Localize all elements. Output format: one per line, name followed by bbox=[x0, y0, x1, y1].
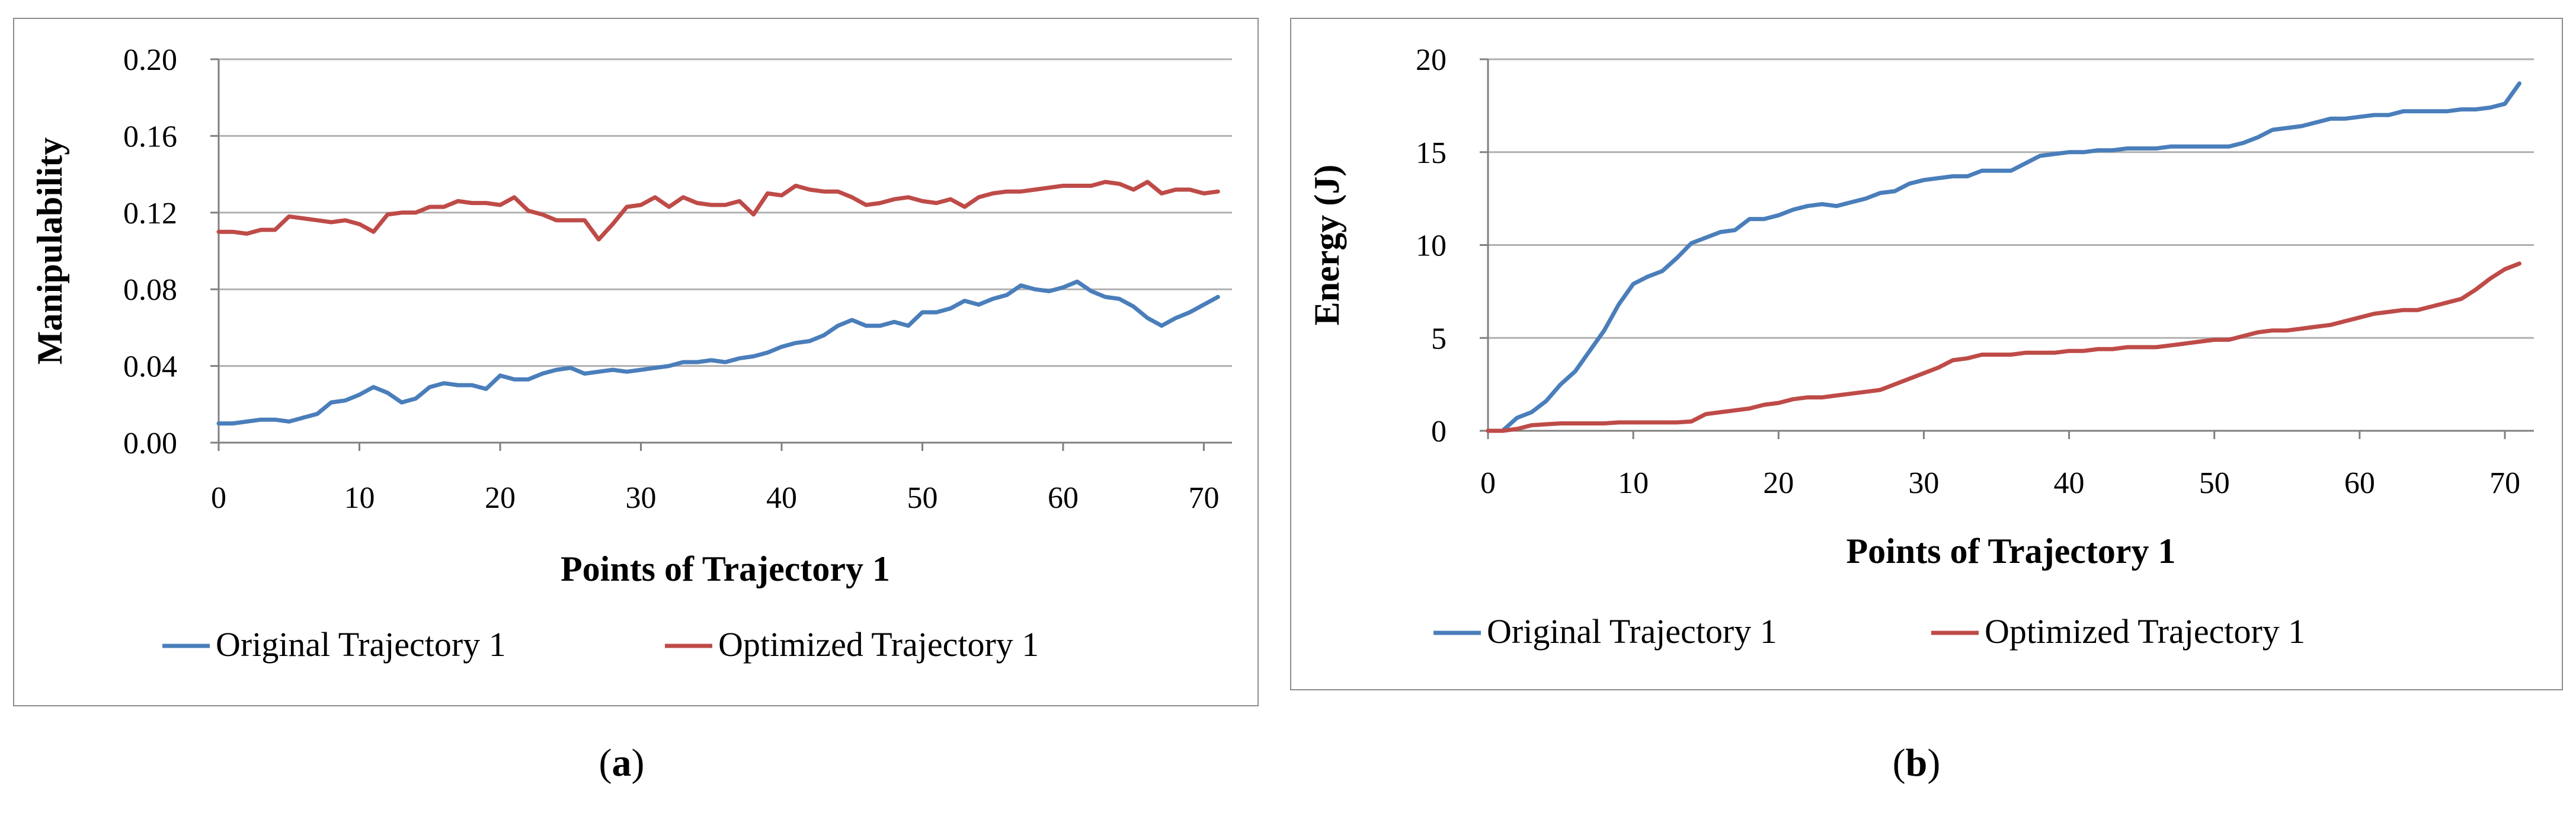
caption-b-letter: b bbox=[1905, 741, 1928, 785]
chart-a-x-tick-label: 10 bbox=[344, 481, 375, 515]
chart-b-x-axis-title: Points of Trajectory 1 bbox=[1847, 532, 2176, 571]
chart-b-x-tick-label: 0 bbox=[1480, 466, 1496, 500]
chart-b-x-tick-label: 50 bbox=[2199, 466, 2230, 500]
chart-a-x-tick-label: 60 bbox=[1048, 481, 1079, 515]
chart-b-series-line-optimized bbox=[1486, 261, 2521, 433]
caption-a-letter: a bbox=[612, 741, 632, 785]
chart-b-series-line-original bbox=[1486, 81, 2521, 433]
chart-b-x-tick-label: 20 bbox=[1763, 466, 1794, 500]
chart-a-x-tick-label: 30 bbox=[626, 481, 657, 515]
chart-panel-a: 0.00 0.04 0.08 0.12 0.16 0.20 0 10 20 30 40 50 60 70 P… bbox=[13, 18, 1259, 706]
chart-a-series-line-optimized bbox=[216, 180, 1220, 242]
chart-b-x-tick-label: 30 bbox=[1908, 466, 1939, 500]
chart-b-y-tick-label: 15 bbox=[1416, 136, 1447, 170]
chart-a-svg: 0.00 0.04 0.08 0.12 0.16 0.20 0 10 20 30 40 50 60 70 P… bbox=[30, 43, 1232, 664]
chart-a-y-tick-label: 0.20 bbox=[123, 43, 177, 77]
chart-a-y-tick-label: 0.16 bbox=[123, 120, 177, 153]
caption-a: (a) bbox=[599, 741, 645, 785]
chart-a-y-tick-label: 0.04 bbox=[123, 350, 177, 384]
chart-b-x-tick-label: 70 bbox=[2489, 466, 2520, 500]
chart-b-legend-label-optimized: Optimized Trajectory 1 bbox=[1985, 612, 2305, 651]
chart-b-svg: 0 5 10 15 20 0 10 20 30 40 50 60 70 Points of Traject… bbox=[1307, 43, 2534, 651]
chart-a-y-tick-label: 0.00 bbox=[123, 427, 177, 460]
chart-a-x-tick-label: 50 bbox=[907, 481, 938, 515]
chart-panel-b: 0 5 10 15 20 0 10 20 30 40 50 60 70 Points of Traject… bbox=[1290, 18, 2563, 690]
chart-b-y-tick-label: 10 bbox=[1416, 229, 1447, 263]
chart-b-x-tick-label: 10 bbox=[1618, 466, 1649, 500]
chart-a-series-line-original bbox=[216, 279, 1220, 426]
chart-b-y-tick-label: 5 bbox=[1431, 322, 1447, 356]
chart-a-y-tick-label: 0.08 bbox=[123, 273, 177, 307]
caption-b: (b) bbox=[1892, 741, 1941, 785]
chart-a-x-tick-label: 40 bbox=[766, 481, 797, 515]
chart-a-x-tick-label: 70 bbox=[1189, 481, 1220, 515]
chart-a-x-tick-label: 20 bbox=[485, 481, 516, 515]
chart-a-x-tick-label: 0 bbox=[211, 481, 226, 515]
chart-b-legend-label-original: Original Trajectory 1 bbox=[1487, 612, 1777, 651]
chart-a-y-axis-title: Manipulability bbox=[30, 137, 69, 364]
chart-b-y-tick-label: 20 bbox=[1416, 43, 1447, 77]
chart-b-x-tick-label: 40 bbox=[2054, 466, 2085, 500]
chart-a-legend-label-optimized: Optimized Trajectory 1 bbox=[718, 625, 1039, 664]
chart-b-y-axis-title: Energy (J) bbox=[1307, 165, 1346, 326]
chart-b-y-tick-label: 0 bbox=[1431, 415, 1447, 449]
chart-b-x-tick-label: 60 bbox=[2344, 466, 2375, 500]
chart-a-y-tick-label: 0.12 bbox=[123, 197, 177, 231]
chart-a-x-axis-title: Points of Trajectory 1 bbox=[561, 549, 890, 588]
chart-a-legend-label-original: Original Trajectory 1 bbox=[216, 625, 506, 664]
